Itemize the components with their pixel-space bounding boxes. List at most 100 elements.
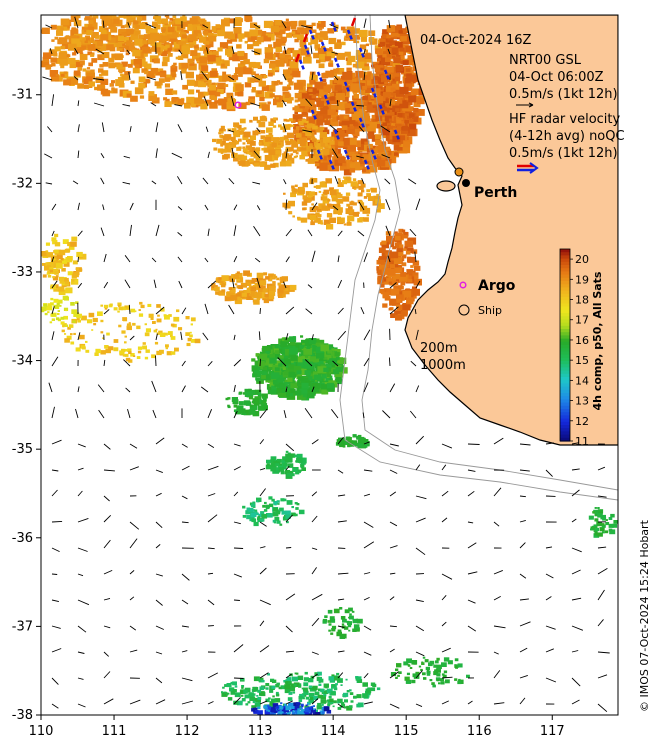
colorbar-tick-label: 11 xyxy=(575,435,589,448)
colorbar-segment xyxy=(560,306,570,311)
colorbar-segment xyxy=(560,335,570,340)
hf-avg-label: (4-12h avg) noQC xyxy=(509,129,625,144)
colorbar-segment xyxy=(560,316,570,320)
x-tick-label: 112 xyxy=(175,724,200,739)
y-tick-label: -38 xyxy=(12,708,33,723)
x-tick-label: 111 xyxy=(102,724,127,739)
colorbar-segment xyxy=(560,357,570,362)
x-tick-label: 110 xyxy=(29,724,54,739)
hf-radar-site-icon xyxy=(454,167,464,177)
ship-label: Ship xyxy=(478,304,502,317)
colorbar-segment xyxy=(560,329,570,333)
y-tick-label: -33 xyxy=(12,265,33,280)
colorbar-segment xyxy=(560,249,570,253)
colorbar-segment xyxy=(560,405,570,410)
nrt-scale-arrow-head xyxy=(528,102,534,108)
colorbar-segment xyxy=(560,434,570,439)
colorbar-segment xyxy=(560,303,570,308)
nrt-time-label: 04-Oct 06:00Z xyxy=(509,70,604,85)
colorbar-segment xyxy=(560,428,570,432)
hf-radar-vectors xyxy=(294,17,401,171)
colorbar-segment xyxy=(560,348,570,352)
colorbar-tick-label: 13 xyxy=(575,395,589,408)
colorbar-segment xyxy=(560,319,570,324)
isobath-200m-label: 200m xyxy=(420,341,457,356)
colorbar-segment xyxy=(560,281,570,285)
colorbar-segment xyxy=(560,351,570,356)
colorbar-segment xyxy=(560,383,570,388)
colorbar-segment xyxy=(560,370,570,375)
colorbar-tick-label: 12 xyxy=(575,415,589,428)
colorbar-tick-label: 19 xyxy=(575,273,589,286)
y-tick-label: -34 xyxy=(12,354,33,369)
isobath-1000m-line xyxy=(339,15,618,501)
credit-label: © IMOS 07-Oct-2024 15:24 Hobart xyxy=(638,519,651,712)
colorbar-segment xyxy=(560,425,570,429)
y-tick-label: -35 xyxy=(12,442,33,457)
colorbar-segment xyxy=(560,396,570,400)
colorbar-frame xyxy=(559,248,571,442)
colorbar-tick-label: 17 xyxy=(575,314,589,327)
colorbar-segment xyxy=(560,300,570,304)
colorbar-tick-label: 20 xyxy=(575,253,589,266)
colorbar-segment xyxy=(560,338,570,343)
argo-marker-icon xyxy=(459,281,467,289)
colorbar-segment xyxy=(560,389,570,394)
x-tick-label: 113 xyxy=(248,724,273,739)
colorbar-segment xyxy=(560,309,570,314)
isobath-200m-line xyxy=(361,15,618,491)
hf-title-label: HF radar velocity xyxy=(509,112,621,127)
colorbar-segment xyxy=(560,297,570,301)
colorbar-segment xyxy=(560,412,570,416)
colorbar-segment xyxy=(560,274,570,279)
plot-frame xyxy=(40,14,619,716)
colorbar-segment xyxy=(560,418,570,423)
hf-scale-arrow xyxy=(517,162,539,174)
colorbar-tick-label: 16 xyxy=(575,334,589,347)
x-tick-label: 116 xyxy=(467,724,492,739)
colorbar-segment xyxy=(560,377,570,381)
colorbar-segment xyxy=(560,258,570,263)
current-vectors xyxy=(42,16,610,713)
colorbar-segment xyxy=(560,332,570,336)
colorbar-segment xyxy=(560,399,570,404)
x-tick-label: 115 xyxy=(394,724,419,739)
colorbar-segment xyxy=(560,421,570,426)
colorbar-segment xyxy=(560,287,570,292)
colorbar-segment xyxy=(560,373,570,378)
colorbar-segment xyxy=(560,409,570,413)
colorbar-tick-label: 14 xyxy=(575,374,589,387)
sst-field xyxy=(41,15,618,715)
colorbar-segment xyxy=(560,341,570,346)
y-tick-label: -32 xyxy=(12,176,33,191)
colorbar-segment xyxy=(560,265,570,269)
colorbar-segment xyxy=(560,261,570,266)
argo-float-marker-icon xyxy=(234,101,242,109)
perth-marker-icon xyxy=(462,179,470,187)
y-axis: -31 -32 -33 -34 -35 -36 -37 -38 xyxy=(12,88,41,723)
colorbar-segment xyxy=(560,393,570,397)
colorbar-segment xyxy=(560,284,570,288)
colorbar-title: 4h comp, p50, All Sats xyxy=(591,271,604,410)
colorbar: 20 19 18 17 16 15 14 13 12 11 xyxy=(559,248,589,448)
ship-marker-icon xyxy=(458,304,470,316)
timestamp-label: 04-Oct-2024 16Z xyxy=(420,33,532,48)
colorbar-segment xyxy=(560,367,570,372)
colorbar-segment xyxy=(560,313,570,317)
nrt-scale-label: 0.5m/s (1kt 12h) xyxy=(509,87,618,102)
colorbar-segment xyxy=(560,361,570,365)
y-tick-label: -37 xyxy=(12,619,33,634)
x-tick-label: 117 xyxy=(540,724,565,739)
x-tick-label: 114 xyxy=(321,724,346,739)
y-tick-label: -31 xyxy=(12,88,33,103)
x-axis: 110 111 112 113 114 115 116 117 xyxy=(29,715,565,739)
colorbar-segment xyxy=(560,290,570,295)
y-tick-label: -36 xyxy=(12,531,33,546)
colorbar-tick-label: 18 xyxy=(575,294,589,307)
colorbar-segment xyxy=(560,252,570,256)
colorbar-segment xyxy=(560,268,570,272)
colorbar-tick-label: 15 xyxy=(575,354,589,367)
nrt-title-label: NRT00 GSL xyxy=(509,53,582,68)
isobath-1000m-label: 1000m xyxy=(420,358,466,373)
colorbar-segment xyxy=(560,271,570,276)
